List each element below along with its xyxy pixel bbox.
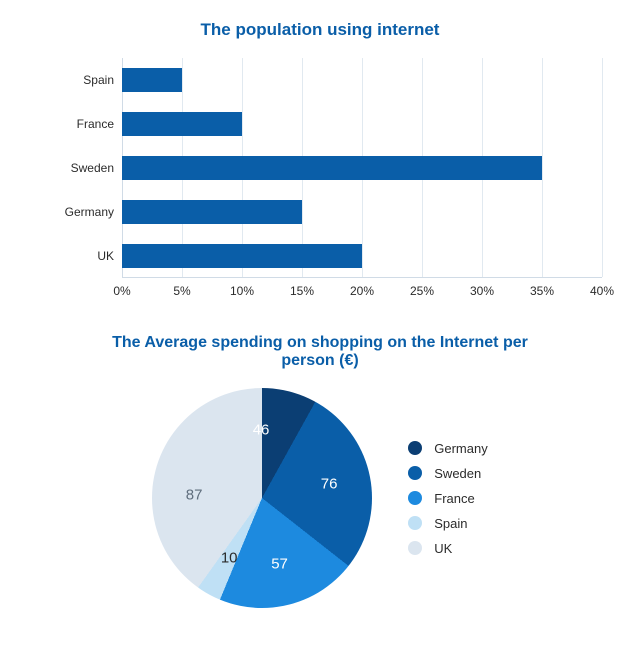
pie-slice-label: 87 [186, 487, 203, 504]
bar-chart-plot: Spain France Sweden Germany UK [122, 58, 602, 278]
bar-xaxis-tick: 5% [173, 284, 190, 298]
legend-label: Spain [434, 516, 467, 531]
pie-chart-body: 46 76 57 10 87 Germany Sweden France Spain UK [30, 388, 610, 608]
bar-chart-xaxis: 0%5%10%15%20%25%30%35%40% [122, 278, 602, 298]
bar-row: France [122, 112, 602, 136]
bar-rect [122, 112, 242, 136]
bar-category-label: Germany [50, 205, 114, 219]
legend-label: Sweden [434, 466, 481, 481]
bar-row: UK [122, 244, 602, 268]
bar-gridline [602, 58, 603, 277]
legend-item: Sweden [408, 466, 487, 481]
bar-category-label: France [50, 117, 114, 131]
pie-slice-label: 46 [253, 421, 270, 438]
bar-xaxis-tick: 10% [230, 284, 254, 298]
legend-label: UK [434, 541, 452, 556]
bar-xaxis-tick: 15% [290, 284, 314, 298]
legend-label: Germany [434, 441, 487, 456]
bar-xaxis-tick: 35% [530, 284, 554, 298]
pie-chart-pie: 46 76 57 10 87 [152, 388, 372, 608]
bar-xaxis-tick: 0% [113, 284, 130, 298]
legend-swatch [408, 491, 422, 505]
bar-chart-title: The population using internet [50, 20, 590, 40]
bar-category-label: Sweden [50, 161, 114, 175]
legend-label: France [434, 491, 474, 506]
legend-item: France [408, 491, 487, 506]
legend-swatch [408, 516, 422, 530]
bar-xaxis-tick: 40% [590, 284, 614, 298]
pie-chart-title: The Average spending on shopping on the … [90, 334, 550, 370]
bar-rect [122, 68, 182, 92]
bar-category-label: Spain [50, 73, 114, 87]
bar-xaxis-tick: 25% [410, 284, 434, 298]
bar-chart: The population using internet Spain Franc… [50, 20, 590, 298]
legend-swatch [408, 466, 422, 480]
pie-chart: The Average spending on shopping on the … [30, 334, 610, 608]
legend-swatch [408, 441, 422, 455]
legend-swatch [408, 541, 422, 555]
bar-xaxis-tick: 20% [350, 284, 374, 298]
bar-rect [122, 244, 362, 268]
bar-category-label: UK [50, 249, 114, 263]
legend-item: Spain [408, 516, 487, 531]
pie-slice-label: 76 [321, 476, 338, 493]
bar-xaxis-tick: 30% [470, 284, 494, 298]
pie-slice-label: 57 [271, 555, 288, 572]
bar-row: Germany [122, 200, 602, 224]
pie-slice-label: 10 [221, 549, 238, 566]
legend-item: Germany [408, 441, 487, 456]
legend-item: UK [408, 541, 487, 556]
bar-row: Spain [122, 68, 602, 92]
bar-row: Sweden [122, 156, 602, 180]
pie-chart-legend: Germany Sweden France Spain UK [408, 431, 487, 566]
bar-rect [122, 200, 302, 224]
bar-rect [122, 156, 542, 180]
